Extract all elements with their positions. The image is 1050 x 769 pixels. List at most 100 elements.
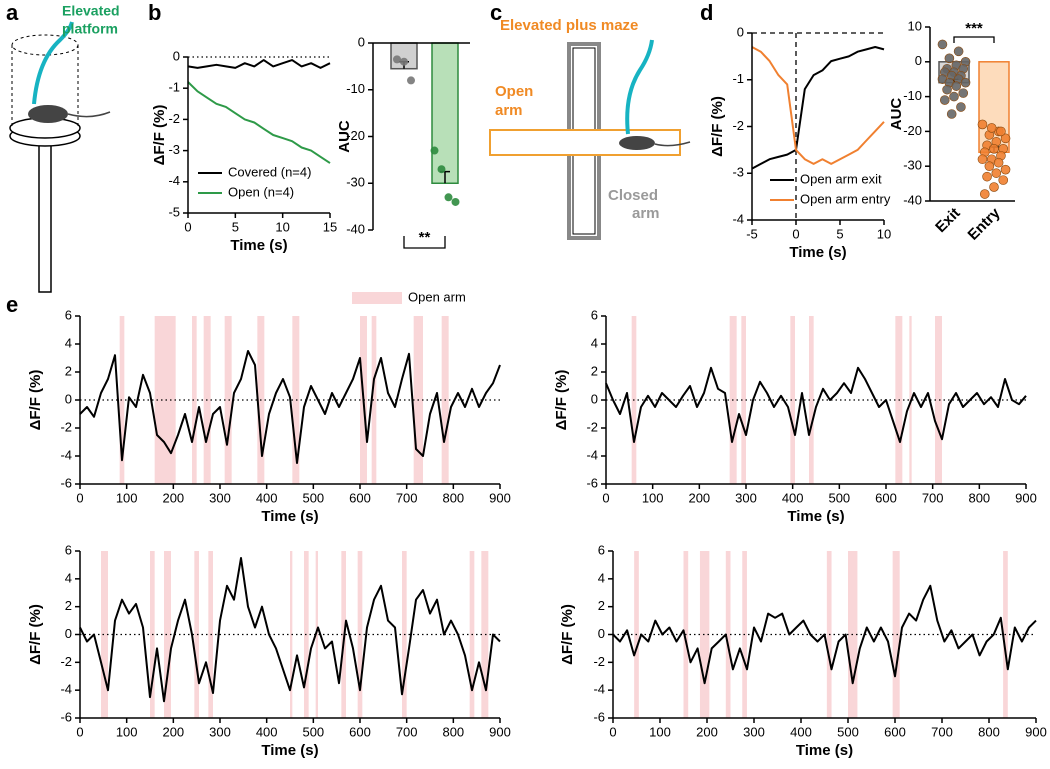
panel-label: e xyxy=(6,292,18,317)
x-tick-label: 800 xyxy=(442,490,464,505)
open-arm-span xyxy=(892,551,900,718)
x-tick-label: 600 xyxy=(349,490,371,505)
y-tick-label: 4 xyxy=(591,335,598,350)
data-point xyxy=(407,76,415,85)
y-tick-label: 0 xyxy=(65,626,72,641)
panel-label: c xyxy=(490,0,502,25)
diagram-label: Open xyxy=(495,83,533,100)
open-arm-span xyxy=(741,316,746,484)
open-arm-span xyxy=(699,551,710,718)
legend-label: Open arm entry xyxy=(800,191,891,206)
data-point xyxy=(998,175,1009,185)
y-tick-label: 0 xyxy=(591,391,598,406)
x-axis-label: Time (s) xyxy=(796,742,853,759)
data-point xyxy=(982,171,992,182)
open-arm-span xyxy=(809,316,814,484)
open-arm-span xyxy=(164,551,171,718)
x-tick-label: 100 xyxy=(649,724,671,739)
y-axis-label: AUC xyxy=(336,120,353,153)
x-axis-label: Time (s) xyxy=(261,508,318,525)
data-point xyxy=(960,77,971,88)
series-line xyxy=(79,557,501,703)
y-tick-label: -2 xyxy=(593,654,605,669)
x-tick-label: 5 xyxy=(836,226,843,241)
open-arm-span xyxy=(154,316,176,484)
y-axis-label: ΔF/F (%) xyxy=(559,604,576,665)
y-tick-label: -20 xyxy=(346,128,365,143)
x-tick-label: 300 xyxy=(209,490,231,505)
y-tick-label: -2 xyxy=(60,419,72,434)
data-point xyxy=(937,39,948,50)
y-axis-label: ΔF/F (%) xyxy=(27,604,44,665)
y-tick-label: -1 xyxy=(732,71,744,86)
series-line xyxy=(605,366,1027,443)
y-tick-label: -40 xyxy=(903,192,922,207)
data-point xyxy=(393,55,401,64)
legend-label: Open arm exit xyxy=(800,171,882,186)
x-tick-label: 300 xyxy=(743,724,765,739)
x-tick-label: Exit xyxy=(932,205,963,236)
x-tick-label: 800 xyxy=(978,724,1000,739)
x-tick-label: 600 xyxy=(875,490,897,505)
diagram-label: arm xyxy=(495,102,523,119)
data-point xyxy=(444,193,453,202)
y-tick-label: -6 xyxy=(60,475,72,490)
x-tick-label: 400 xyxy=(256,490,278,505)
y-tick-label: -4 xyxy=(732,211,744,226)
x-tick-label: 0 xyxy=(184,219,191,234)
data-point xyxy=(996,126,1006,137)
open-arm-span xyxy=(292,316,300,484)
data-point xyxy=(977,119,988,130)
maze-diagram: Elevated plus maze Open arm Closed arm xyxy=(489,17,691,240)
legend-swatch xyxy=(352,292,402,304)
x-axis-label: Time (s) xyxy=(230,237,287,254)
significance-bracket xyxy=(403,236,446,249)
x-tick-label: 700 xyxy=(396,724,418,739)
x-tick-label: 300 xyxy=(209,724,231,739)
y-tick-label: -6 xyxy=(593,709,605,724)
fiber-cable xyxy=(32,21,74,105)
x-axis-label: Time (s) xyxy=(789,244,846,261)
x-tick-label: -5 xyxy=(746,226,758,241)
x-tick-label: 900 xyxy=(489,724,511,739)
x-tick-label: 900 xyxy=(1015,490,1037,505)
x-tick-label: 800 xyxy=(968,490,990,505)
x-tick-label: 700 xyxy=(931,724,953,739)
x-tick-label: 0 xyxy=(602,490,609,505)
data-point xyxy=(939,95,950,105)
x-tick-label: 10 xyxy=(275,219,289,234)
y-tick-label: 0 xyxy=(915,53,922,68)
x-tick-label: 200 xyxy=(696,724,718,739)
y-tick-label: 6 xyxy=(65,542,72,557)
x-tick-label: 100 xyxy=(642,490,664,505)
data-point xyxy=(956,102,966,112)
x-tick-label: 400 xyxy=(782,490,804,505)
y-tick-label: -3 xyxy=(732,165,744,180)
open-arm-span xyxy=(192,316,197,484)
series-line xyxy=(79,350,501,464)
x-tick-label: 400 xyxy=(790,724,812,739)
x-tick-label: 0 xyxy=(792,226,799,241)
data-point xyxy=(942,84,952,95)
panel-label: b xyxy=(148,0,161,25)
x-tick-label: 500 xyxy=(828,490,850,505)
open-arm-span xyxy=(315,551,318,718)
data-point xyxy=(451,197,460,206)
data-point xyxy=(991,168,1002,178)
x-tick-label: 300 xyxy=(735,490,757,505)
y-axis-label: ΔF/F (%) xyxy=(553,370,570,431)
x-tick-label: 0 xyxy=(76,724,83,739)
significance-bracket xyxy=(953,36,995,43)
y-tick-label: -40 xyxy=(346,221,365,236)
y-tick-label: 2 xyxy=(65,363,72,378)
y-axis-label: ΔF/F (%) xyxy=(151,105,168,166)
y-tick-label: 2 xyxy=(65,598,72,613)
data-point xyxy=(946,109,957,119)
x-tick-label: 800 xyxy=(442,724,464,739)
x-tick-label: 10 xyxy=(877,226,891,241)
diagram-label: Closed xyxy=(608,187,658,204)
y-tick-label: 0 xyxy=(598,626,605,641)
data-point xyxy=(437,165,446,174)
open-arm-span xyxy=(935,316,942,484)
data-point xyxy=(977,154,988,165)
